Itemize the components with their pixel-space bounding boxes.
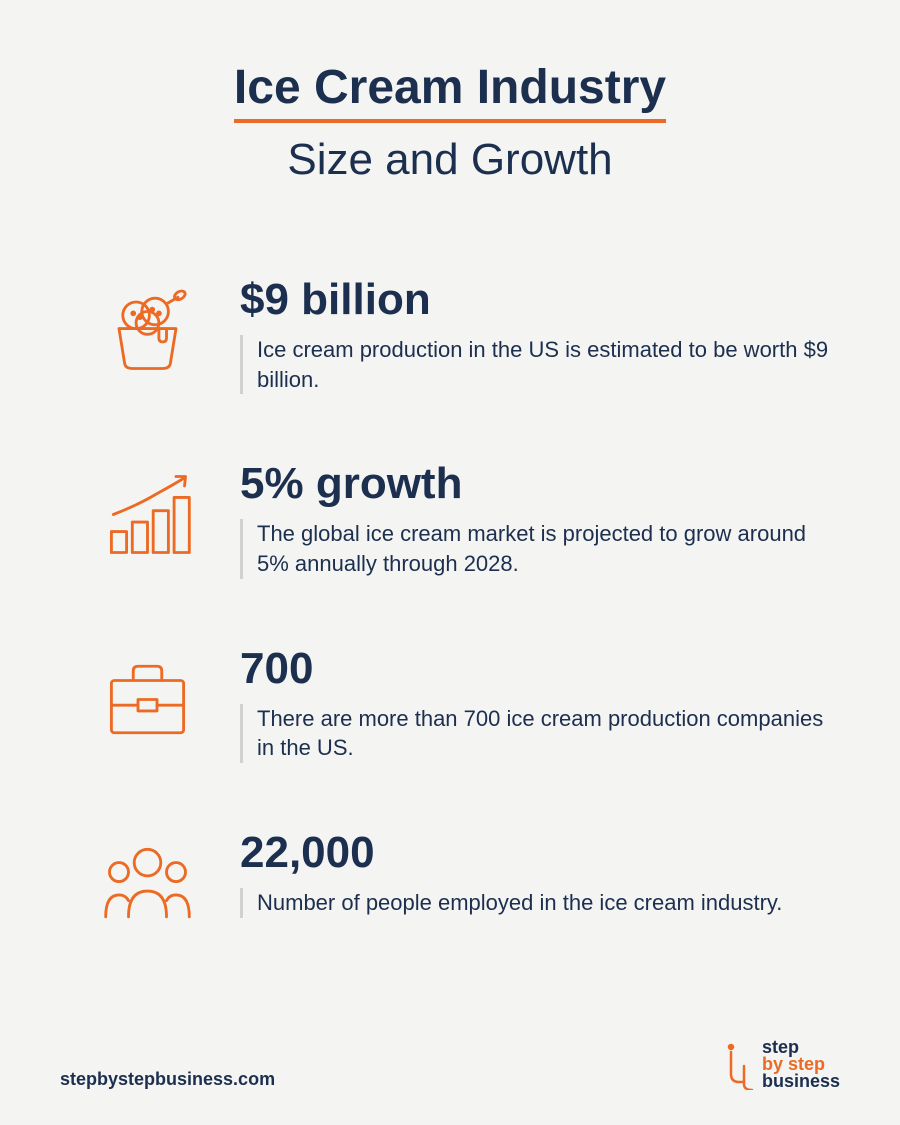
stat-content: 22,000 Number of people employed in the … [240, 828, 840, 918]
stat-description: Ice cream production in the US is estima… [240, 335, 840, 394]
footer: stepbystepbusiness.com step by step busi… [60, 1039, 840, 1090]
footer-logo: step by step business [726, 1039, 840, 1090]
stat-row: $9 billion Ice cream production in the U… [100, 275, 840, 394]
header: Ice Cream Industry Size and Growth [60, 60, 840, 185]
stat-content: 5% growth The global ice cream market is… [240, 459, 840, 578]
footer-logo-text: step by step business [762, 1039, 840, 1090]
stat-content: 700 There are more than 700 ice cream pr… [240, 644, 840, 763]
logo-line3: business [762, 1073, 840, 1090]
stat-value: 700 [240, 644, 840, 694]
growth-chart-icon [100, 459, 240, 562]
stat-value: $9 billion [240, 275, 840, 325]
stats-container: $9 billion Ice cream production in the U… [60, 275, 840, 931]
stat-description: There are more than 700 ice cream produc… [240, 704, 840, 763]
ice-cream-icon [100, 275, 240, 378]
stat-row: 22,000 Number of people employed in the … [100, 828, 840, 931]
title-underline [234, 119, 666, 123]
title-text: Ice Cream Industry [234, 61, 666, 114]
people-group-icon [100, 828, 240, 931]
footer-url: stepbystepbusiness.com [60, 1069, 275, 1090]
briefcase-icon [100, 644, 240, 747]
stat-value: 22,000 [240, 828, 840, 878]
stat-row: 5% growth The global ice cream market is… [100, 459, 840, 578]
title-line1: Ice Cream Industry [234, 60, 666, 123]
stat-description: Number of people employed in the ice cre… [240, 888, 840, 918]
stat-value: 5% growth [240, 459, 840, 509]
stat-row: 700 There are more than 700 ice cream pr… [100, 644, 840, 763]
title-line2: Size and Growth [60, 135, 840, 185]
stat-content: $9 billion Ice cream production in the U… [240, 275, 840, 394]
stat-description: The global ice cream market is projected… [240, 519, 840, 578]
